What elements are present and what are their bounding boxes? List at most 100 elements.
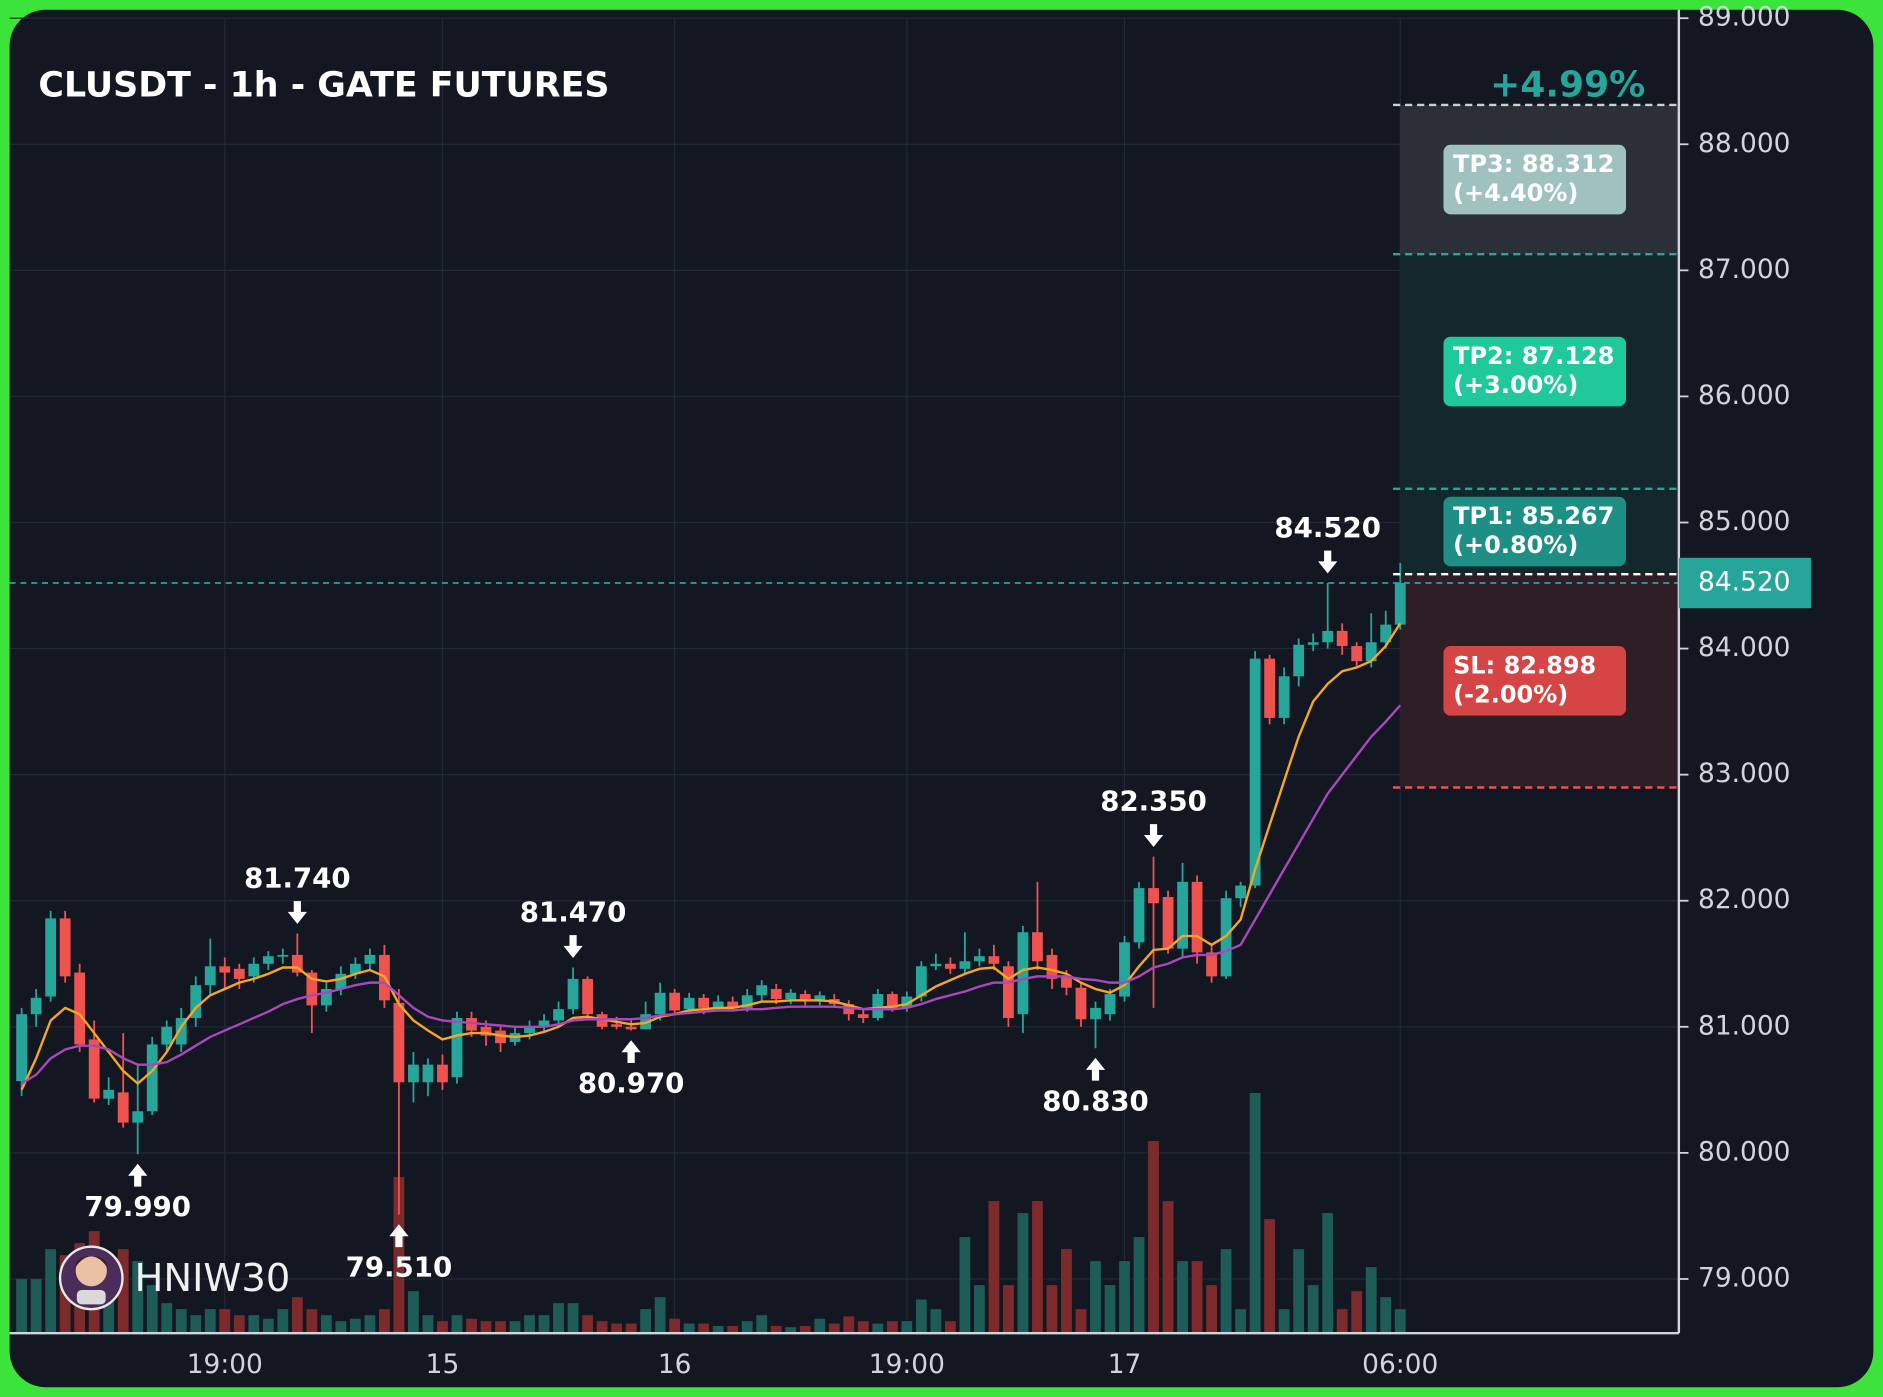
candle-body [654,992,666,1015]
volume-bar [683,1323,695,1334]
volume-bar [1075,1309,1087,1334]
candle-body [1191,881,1203,953]
volume-bar [262,1318,274,1334]
level-label: SL: 82.898 [1453,651,1596,679]
annotation-label: 82.350 [1100,785,1207,818]
volume-bar [1278,1309,1290,1334]
candle-body [320,988,332,1006]
moving-averages [20,622,1402,1091]
volume-bar [625,1323,637,1334]
candle-body [553,1009,564,1021]
annotation-arrow [621,1040,641,1064]
candle-body [30,997,42,1015]
candle-body [959,961,971,969]
level-pct: (-2.00%) [1453,680,1568,708]
overlays: TP3: 88.312(+4.40%) TP2: 87.128(+3.00%) TP… [9,103,1679,1284]
level-pct: (+3.00%) [1453,371,1578,399]
candle-body [88,1039,100,1099]
x-tick-label: 19:00 [869,1349,945,1380]
volume-bar [1380,1297,1392,1334]
candle-body [103,1089,115,1099]
candle-body [857,1014,869,1018]
candle-body [1061,976,1072,988]
volume-bar [1336,1309,1348,1334]
candle-body [944,963,956,969]
annotation-arrow [563,935,583,958]
candle-body [756,985,768,996]
candle-body [1177,881,1188,949]
volume-bar [466,1318,477,1334]
candle-body [393,1002,405,1083]
y-tick-label: 80.000 [1698,1136,1790,1167]
annotation-arrow [287,901,307,924]
y-tick-label: 79.000 [1698,1262,1790,1293]
volume-bar [509,1321,521,1334]
candle-body [770,988,782,1000]
volume-bar [988,1201,1000,1334]
volume-bar [175,1309,187,1334]
volume-bar [1293,1249,1305,1334]
volume-bar [277,1309,289,1334]
candle-body [1336,630,1348,647]
candle-body [219,966,231,973]
volume-bar [204,1309,216,1334]
annotation-arrow [1143,824,1164,847]
annotation-label: 79.510 [346,1251,453,1284]
volume-bar [973,1285,985,1334]
candle-body [277,954,289,957]
volume-bar [567,1303,579,1334]
volume-bar [495,1321,506,1334]
volume-bar [393,1177,405,1334]
volume [16,1092,1406,1334]
candle-body [466,1017,477,1031]
volume-bar [349,1318,361,1334]
volume-bar [30,1279,42,1334]
volume-bar [553,1303,564,1334]
volume-bar [1394,1309,1406,1334]
volume-bar [132,1261,144,1334]
volume-bar [1148,1141,1159,1334]
candle-body [1119,942,1130,997]
volume-bar [1191,1261,1203,1334]
candle-body [233,968,245,979]
candle-body [915,966,927,997]
candle-body [1003,966,1014,1018]
avatar-face [75,1255,107,1287]
candle-body [1104,994,1116,1015]
volume-bar [233,1315,245,1334]
annotation-arrow [128,1163,148,1187]
volume-bar [799,1325,811,1334]
candle-body [45,918,57,997]
candle-body [1293,644,1305,677]
volume-bar [437,1321,448,1334]
candle-body [741,995,753,1008]
annotation-arrow [389,1224,409,1248]
volume-bar [1264,1219,1276,1334]
candle-body [175,1017,187,1045]
candle-body [1046,954,1058,979]
level-label: TP1: 85.267 [1453,502,1614,530]
volume-bar [582,1315,593,1334]
annotation-label: 80.970 [578,1067,685,1100]
candle-body [901,996,913,1008]
volume-bar [814,1318,826,1334]
candle-body [1380,624,1392,643]
x-tick-label: 06:00 [1362,1349,1438,1380]
volume-bar [1249,1092,1261,1334]
candle-body [1394,583,1406,625]
candle-body [16,1014,28,1082]
y-tick-label: 87.000 [1698,254,1790,285]
volume-bar [843,1316,855,1334]
candle-body [480,1026,492,1036]
volume-bar [538,1315,550,1334]
volume-bar [756,1315,768,1334]
candle-body [582,978,593,1015]
candle-body [698,997,710,1008]
volume-bar [524,1315,535,1334]
volume-bar [1322,1213,1334,1334]
y-tick-label: 84.000 [1698,632,1790,663]
volume-bar [291,1297,303,1334]
candle-body [349,963,361,974]
annotation-label: 84.520 [1274,511,1381,544]
